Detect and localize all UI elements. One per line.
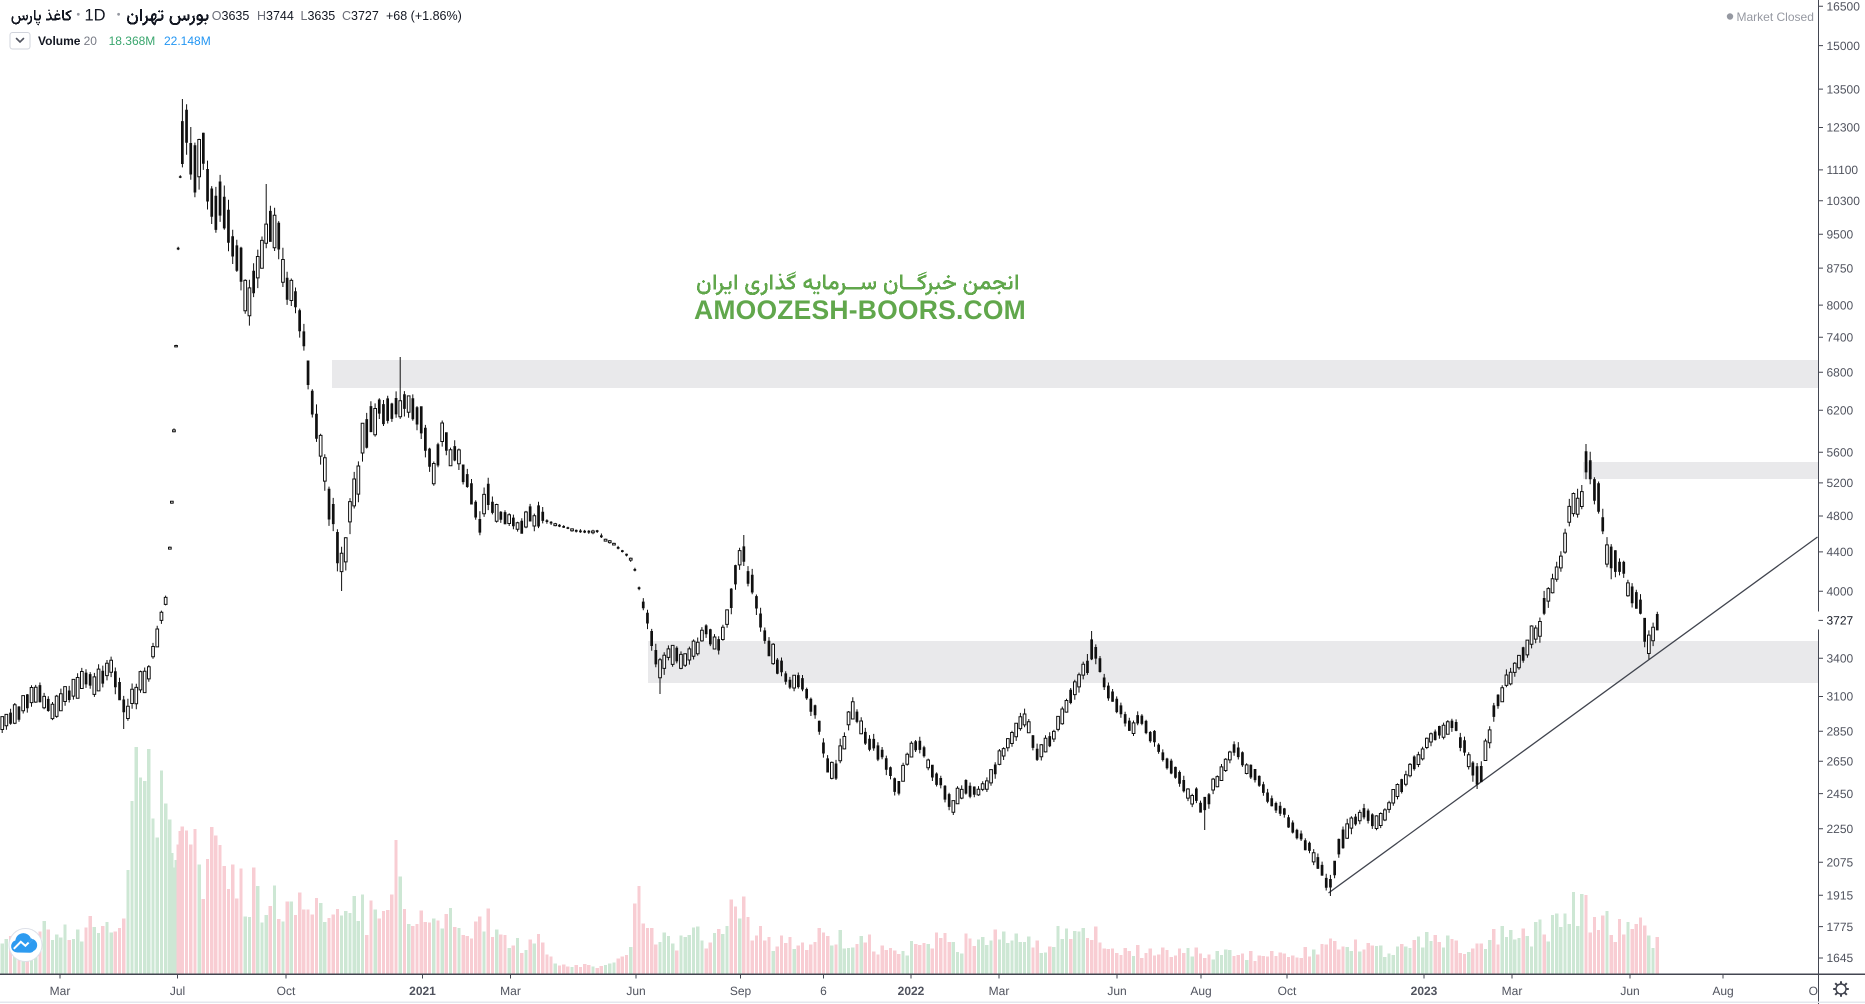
svg-text:2023: 2023 (1411, 984, 1438, 998)
svg-text:Mar: Mar (1502, 984, 1523, 998)
svg-text:Jul: Jul (170, 984, 185, 998)
svg-text:2022: 2022 (898, 984, 925, 998)
svg-text:6200: 6200 (1827, 404, 1854, 418)
svg-text:2450: 2450 (1827, 787, 1854, 801)
svg-text:11100: 11100 (1827, 163, 1859, 177)
svg-text:9500: 9500 (1827, 227, 1854, 241)
svg-text:4800: 4800 (1827, 509, 1854, 523)
svg-text:1D: 1D (85, 7, 106, 25)
svg-text:5600: 5600 (1827, 446, 1854, 460)
svg-text:AMOOZESH-BOORS.COM: AMOOZESH-BOORS.COM (694, 295, 1026, 325)
svg-text:4400: 4400 (1827, 545, 1854, 559)
svg-text:Sep: Sep (730, 984, 752, 998)
svg-text:2075: 2075 (1827, 855, 1854, 869)
svg-text:6800: 6800 (1827, 365, 1854, 379)
svg-text:2250: 2250 (1827, 822, 1854, 836)
svg-text:15000: 15000 (1827, 39, 1861, 53)
svg-text:Jun: Jun (1107, 984, 1126, 998)
svg-text:1645: 1645 (1827, 951, 1854, 965)
svg-text:13500: 13500 (1827, 82, 1861, 96)
svg-text:1915: 1915 (1827, 889, 1854, 903)
svg-text:5200: 5200 (1827, 476, 1854, 490)
svg-text:Oct: Oct (277, 984, 296, 998)
svg-text:3727: 3727 (1827, 614, 1854, 628)
svg-text:Jun: Jun (1620, 984, 1639, 998)
svg-text:16500: 16500 (1827, 0, 1861, 14)
svg-text:Jun: Jun (626, 984, 645, 998)
svg-text:Mar: Mar (989, 984, 1010, 998)
svg-text:3100: 3100 (1827, 690, 1854, 704)
svg-text:12300: 12300 (1827, 121, 1861, 135)
svg-text:2021: 2021 (409, 984, 436, 998)
svg-text:2650: 2650 (1827, 754, 1854, 768)
svg-text:Aug: Aug (1712, 984, 1733, 998)
svg-text:Oct: Oct (1278, 984, 1297, 998)
svg-text:6: 6 (820, 984, 827, 998)
svg-text:Mar: Mar (500, 984, 521, 998)
svg-text:10300: 10300 (1827, 194, 1861, 208)
svg-text:8750: 8750 (1827, 261, 1854, 275)
svg-text:1775: 1775 (1827, 920, 1854, 934)
svg-text:Market Closed: Market Closed (1737, 10, 1814, 24)
svg-text:3400: 3400 (1827, 652, 1854, 666)
svg-text:7400: 7400 (1827, 331, 1854, 345)
svg-text:Aug: Aug (1190, 984, 1211, 998)
svg-text:8000: 8000 (1827, 298, 1854, 312)
svg-text:4000: 4000 (1827, 584, 1854, 598)
svg-text:Mar: Mar (50, 984, 71, 998)
svg-text:Oct: Oct (1809, 984, 1828, 998)
svg-text:2850: 2850 (1827, 724, 1854, 738)
